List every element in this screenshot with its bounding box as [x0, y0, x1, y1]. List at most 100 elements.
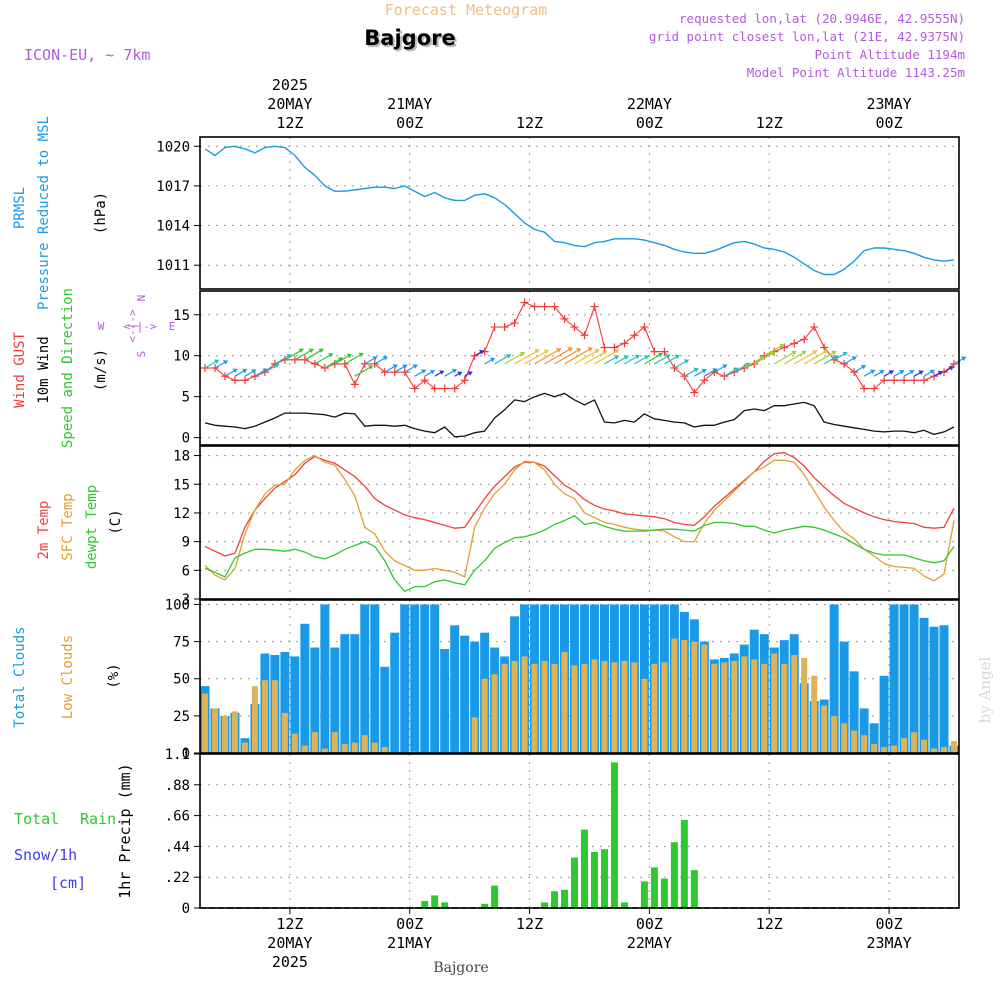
wind-arrow-head: [693, 367, 699, 373]
low-cloud-bar: [951, 741, 958, 753]
gust-marker: [530, 302, 539, 311]
total-cloud-bar: [889, 604, 899, 753]
pressure-line: [204, 145, 955, 276]
top-time-label: 00Z: [876, 114, 903, 132]
wind-arrow-head: [402, 364, 408, 369]
low-cloud-bar: [311, 732, 318, 753]
panel-frame-wind: [199, 290, 960, 446]
low-cloud-bar: [661, 662, 668, 753]
wind-arrow-head: [262, 368, 268, 374]
rain-bar: [571, 857, 579, 908]
total-cloud-bar: [859, 708, 869, 753]
precip-yticks: 0 .22 .44 .66 .88 1.1: [165, 747, 200, 917]
wind-arrow-head: [298, 348, 304, 354]
rain-bar: [441, 902, 449, 908]
top-time-label: 22MAY: [627, 95, 672, 113]
low-cloud-bar: [901, 738, 908, 753]
low-cloud-bar: [871, 744, 878, 753]
panel-frame-pressure: [199, 136, 960, 290]
gust-marker: [300, 355, 309, 364]
total-cloud-bar: [829, 604, 839, 753]
wind-arrow: [514, 349, 540, 365]
pressure-label: PRMSL: [12, 187, 28, 229]
total-cloud-bar: [899, 604, 909, 753]
gust-marker: [430, 384, 439, 393]
low-cloud-bar: [821, 705, 828, 753]
wind-arrow-head: [869, 369, 875, 374]
wind-arrow-head: [213, 359, 219, 364]
low-cloud-bar: [511, 660, 518, 753]
precip-vgrid: [289, 754, 890, 908]
gust-marker: [880, 376, 889, 385]
wind-arrow-head: [744, 362, 750, 368]
precip-ytick-label: 0: [182, 901, 190, 917]
gust-marker: [230, 376, 239, 385]
wind-arrow-head: [769, 351, 775, 357]
dewpt-label: dewpt Temp: [84, 485, 100, 569]
low-cloud-bar: [831, 715, 838, 753]
requested-coords: requested lon,lat (20.9946E, 42.9555N): [679, 11, 965, 26]
footer-location: Bajgore: [433, 960, 488, 976]
compass-ew-arrow: <-|->: [123, 320, 156, 333]
gust-marker: [630, 331, 639, 340]
rain-bar: [660, 878, 668, 908]
pressure-ytick-label: 1011: [156, 258, 190, 274]
gust-marker: [350, 380, 359, 389]
low-cloud-bar: [791, 654, 798, 753]
total-cloud-bar: [450, 625, 460, 753]
gust-marker: [340, 359, 349, 368]
temp-label: 2m Temp: [36, 500, 52, 559]
gust-marker: [240, 376, 249, 385]
low-cloud-bar: [861, 735, 868, 753]
rain-bar: [431, 895, 439, 908]
wind-arrow-head: [438, 370, 444, 375]
top-time-label: 00Z: [396, 114, 423, 132]
total-cloud-bar: [460, 635, 470, 753]
watermark: by Angel: [976, 656, 994, 723]
low-cloud-bar: [481, 678, 488, 753]
wind-arrow: [564, 347, 593, 365]
gust-marker: [410, 384, 419, 393]
clouds-ytick-label: 100: [165, 597, 190, 613]
wind-hgrid: [200, 314, 959, 439]
wind-arrow-head: [831, 350, 837, 356]
wind-arrow-head: [382, 356, 388, 361]
clouds-ytick-label: 25: [173, 709, 190, 725]
wind-ytick-label: 0: [182, 431, 190, 447]
low-cloud-bar: [261, 680, 268, 753]
gust-marker: [660, 347, 669, 356]
total-cloud-bar: [869, 723, 879, 753]
low-cloud-bar: [271, 680, 278, 753]
rain-bar: [670, 842, 678, 908]
gust-marker: [910, 376, 919, 385]
wind-arrow-head: [779, 343, 785, 349]
total-cloud-bar: [370, 604, 380, 753]
bottom-time-label: 00Z: [636, 915, 663, 933]
wind-arrow: [534, 348, 562, 365]
gust-marker: [200, 364, 209, 372]
wind-arrow-head: [674, 354, 680, 360]
rain-bar: [491, 885, 499, 908]
gust-marker: [420, 376, 429, 385]
wind-ytick-label: 5: [182, 390, 190, 406]
wind-arrow: [594, 349, 620, 365]
wind-arrow-head: [812, 350, 818, 355]
wind-vgrid: [289, 291, 890, 445]
wind-speed-line: [204, 392, 955, 438]
wind-arrow-head: [733, 367, 739, 372]
precip-bars: [421, 762, 698, 908]
temperature-yticks: 3 6 9 12 15 18: [173, 449, 200, 608]
rain-bar: [580, 829, 588, 908]
total-clouds-label: Total Clouds: [12, 626, 28, 727]
total-cloud-bar: [839, 641, 849, 753]
low-cloud-bar: [691, 641, 698, 753]
total-cloud-bar: [380, 666, 390, 753]
pressure-ytick-label: 1020: [156, 139, 190, 155]
gust-marker: [450, 384, 459, 393]
low-cloud-bar: [611, 662, 618, 753]
rain-bar: [421, 901, 429, 908]
gust-series: [200, 298, 959, 397]
total-cloud-bar: [440, 649, 450, 753]
compass-south: S: [135, 351, 148, 358]
low-cloud-bar: [351, 742, 358, 753]
